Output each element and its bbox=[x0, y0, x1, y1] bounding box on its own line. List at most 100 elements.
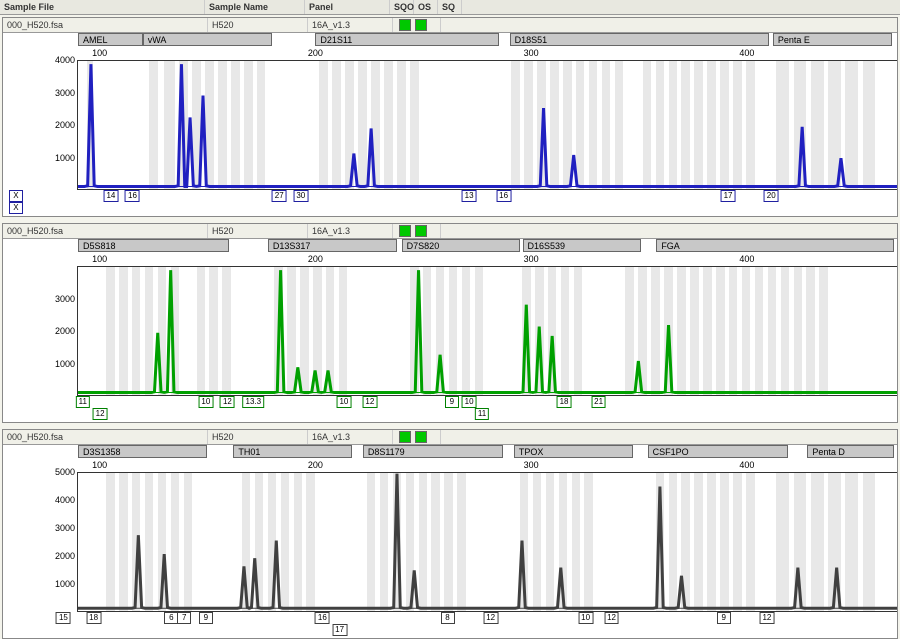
x-tick: 100 bbox=[92, 48, 107, 58]
sample-file: 000_H520.fsa bbox=[3, 18, 208, 32]
status-indicator bbox=[399, 19, 411, 31]
allele-call: 10 bbox=[462, 396, 477, 408]
locus-label: Penta D bbox=[807, 445, 893, 458]
electropherogram-panel: 000_H520.fsaH52016A_v1.3D5S818 D13S317 D7S… bbox=[2, 223, 898, 423]
allele-call: 18 bbox=[557, 396, 572, 408]
allele-call: 12 bbox=[483, 612, 498, 624]
sample-file: 000_H520.fsa bbox=[3, 224, 208, 238]
allele-call: 9 bbox=[199, 612, 213, 624]
allele-call: 12 bbox=[759, 612, 774, 624]
locus-label: D7S820 bbox=[402, 239, 521, 252]
allele-call: 12 bbox=[220, 396, 235, 408]
allele-call: 8 bbox=[441, 612, 455, 624]
y-tick: 3000 bbox=[55, 88, 75, 98]
allele-call: 9 bbox=[445, 396, 459, 408]
y-tick: 2000 bbox=[55, 326, 75, 336]
plot bbox=[78, 266, 897, 396]
status-cells bbox=[393, 430, 441, 444]
x-tick: 200 bbox=[308, 48, 323, 58]
allele-call: 17 bbox=[332, 624, 347, 636]
panel-info-row: 000_H520.fsaH52016A_v1.3 bbox=[3, 224, 897, 239]
x-tick: 400 bbox=[739, 460, 754, 470]
y-tick: 2000 bbox=[55, 551, 75, 561]
allele-call: X bbox=[9, 190, 23, 202]
locus-label: TPOX bbox=[514, 445, 633, 458]
allele-call: 16 bbox=[125, 190, 140, 202]
x-tick: 100 bbox=[92, 254, 107, 264]
locus-label: vWA bbox=[143, 33, 272, 46]
status-indicator bbox=[399, 431, 411, 443]
y-tick: 2000 bbox=[55, 120, 75, 130]
status-indicator bbox=[415, 431, 427, 443]
electropherogram-panel: 000_H520.fsaH52016A_v1.3D3S1358TH01D8S11… bbox=[2, 429, 898, 639]
panel-name: 16A_v1.3 bbox=[308, 224, 393, 238]
locus-row: D5S818 D13S317 D7S820D16S539 FGA bbox=[3, 239, 897, 254]
y-tick: 4000 bbox=[55, 55, 75, 65]
sample-name: H520 bbox=[208, 430, 308, 444]
panel-info-row: 000_H520.fsaH52016A_v1.3 bbox=[3, 430, 897, 445]
locus-label: D16S539 bbox=[523, 239, 642, 252]
allele-call: 11 bbox=[475, 408, 489, 420]
allele-call: 13 bbox=[462, 190, 477, 202]
y-axis: 4000300020001000 bbox=[3, 60, 78, 190]
x-axis-labels: 100200300400 bbox=[3, 254, 897, 266]
allele-call: 15 bbox=[56, 612, 71, 624]
chart-area: 300020001000 bbox=[3, 266, 897, 396]
locus-label: CSF1PO bbox=[648, 445, 788, 458]
electropherogram-panel: 000_H520.fsaH52016A_v1.3AMELvWAD21S11D18… bbox=[2, 17, 898, 217]
y-tick: 4000 bbox=[55, 495, 75, 505]
chart-area: 4000300020001000 bbox=[3, 60, 897, 190]
x-tick: 200 bbox=[308, 460, 323, 470]
status-indicator bbox=[415, 19, 427, 31]
locus-label: FGA bbox=[656, 239, 893, 252]
panel-name: 16A_v1.3 bbox=[308, 18, 393, 32]
locus-label: D13S317 bbox=[268, 239, 397, 252]
x-axis-labels: 100200300400 bbox=[3, 460, 897, 472]
panel-info-row: 000_H520.fsaH52016A_v1.3 bbox=[3, 18, 897, 33]
sample-name: H520 bbox=[208, 18, 308, 32]
allele-call-row: 151867916178121012912 bbox=[3, 612, 897, 638]
locus-label: AMEL bbox=[78, 33, 143, 46]
status-cells bbox=[393, 18, 441, 32]
allele-call: 16 bbox=[315, 612, 330, 624]
allele-call: 10 bbox=[336, 396, 351, 408]
header-row: Sample File Sample Name Panel SQO OS SQ bbox=[0, 0, 900, 15]
locus-label: D3S1358 bbox=[78, 445, 207, 458]
locus-label: D5S818 bbox=[78, 239, 229, 252]
x-tick: 300 bbox=[524, 48, 539, 58]
status-cells bbox=[393, 224, 441, 238]
x-tick: 400 bbox=[739, 254, 754, 264]
y-tick: 3000 bbox=[55, 294, 75, 304]
y-tick: 3000 bbox=[55, 523, 75, 533]
allele-call: 27 bbox=[272, 190, 287, 202]
allele-call: 12 bbox=[93, 408, 108, 420]
allele-call: 30 bbox=[293, 190, 308, 202]
x-tick: 400 bbox=[739, 48, 754, 58]
x-tick: 200 bbox=[308, 254, 323, 264]
locus-label: D21S11 bbox=[315, 33, 498, 46]
locus-label: Penta E bbox=[773, 33, 892, 46]
col-sample-file: Sample File bbox=[0, 0, 205, 14]
allele-call: 21 bbox=[591, 396, 606, 408]
trace-svg bbox=[78, 473, 897, 611]
col-sqo: SQO bbox=[390, 0, 414, 14]
allele-call: 11 bbox=[76, 396, 90, 408]
y-tick: 5000 bbox=[55, 467, 75, 477]
x-axis-labels: 100 200 300 400 bbox=[3, 48, 897, 60]
allele-call: 6 bbox=[164, 612, 178, 624]
status-indicator bbox=[415, 225, 427, 237]
trace-svg bbox=[78, 61, 897, 189]
locus-label: TH01 bbox=[233, 445, 352, 458]
col-panel: Panel bbox=[305, 0, 390, 14]
allele-call-row: XX1416273013161720 bbox=[3, 190, 897, 216]
y-axis: 50004000300020001000 bbox=[3, 472, 78, 612]
x-tick: 100 bbox=[92, 460, 107, 470]
allele-call-row: 1112101213.31012910111821 bbox=[3, 396, 897, 422]
allele-call: 12 bbox=[604, 612, 619, 624]
plot bbox=[78, 472, 897, 612]
locus-row: AMELvWAD21S11D18S51Penta E bbox=[3, 33, 897, 48]
trace-svg bbox=[78, 267, 897, 395]
allele-call: 20 bbox=[764, 190, 779, 202]
col-sq: SQ bbox=[438, 0, 462, 14]
y-axis: 300020001000 bbox=[3, 266, 78, 396]
